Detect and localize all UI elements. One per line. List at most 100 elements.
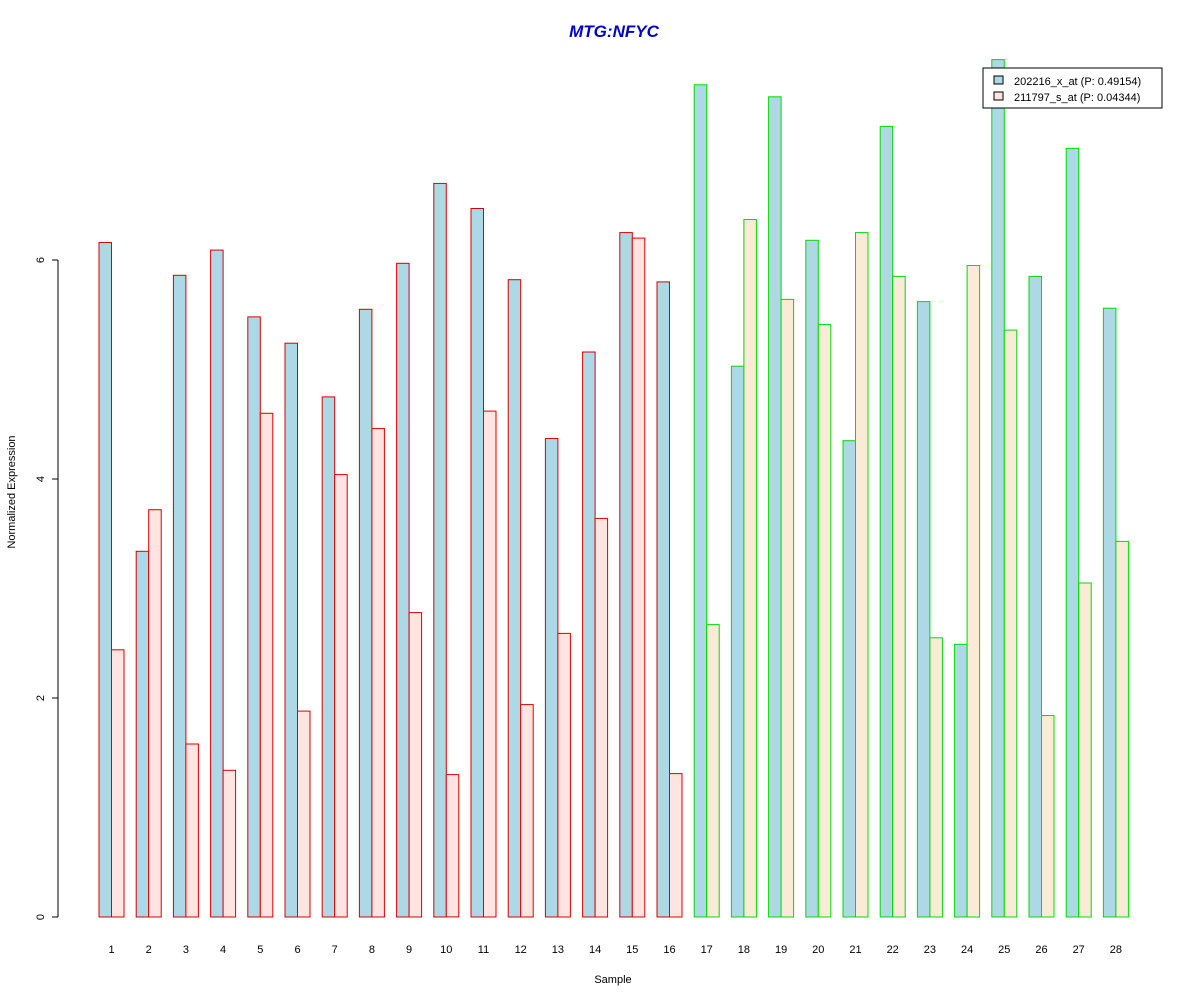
x-tick-label: 4 — [220, 944, 226, 956]
bar-series-2-sample-17 — [706, 624, 720, 918]
bar-series-2-sample-1 — [111, 649, 125, 918]
x-axis: 1 2 3 4 5 6 7 8 9 10 11 12 13 14 15 16 17 18 19 20 21 22 23 24 2… — [108, 944, 1122, 956]
bar-series-2-sample-24 — [966, 265, 981, 918]
bar-series-2-sample-7 — [334, 474, 348, 918]
bar-series-1-sample-21 — [842, 440, 856, 918]
bar-series-1-sample-23 — [916, 301, 931, 918]
x-tick-label: 12 — [515, 944, 527, 956]
x-tick-label: 8 — [369, 944, 375, 956]
bar-series-1-sample-6 — [284, 342, 298, 918]
x-tick-label: 3 — [183, 944, 189, 956]
bar-series-2-sample-25 — [1003, 329, 1018, 918]
x-tick-label: 2 — [146, 944, 152, 956]
x-tick-label: 19 — [775, 944, 787, 956]
x-tick-label: 21 — [849, 944, 861, 956]
y-tick-label: 4 — [35, 476, 47, 482]
bar-series-2-sample-14 — [594, 517, 609, 918]
bar-series-1-sample-28 — [1102, 307, 1117, 918]
bar-series-2-sample-9 — [408, 612, 423, 918]
bar-series-2-sample-2 — [148, 509, 162, 918]
bar-series-2-sample-16 — [669, 773, 683, 918]
x-tick-label: 18 — [738, 944, 750, 956]
bar-series-2-sample-21 — [855, 232, 869, 918]
bar-series-1-sample-10 — [433, 182, 447, 918]
x-tick-label: 9 — [406, 944, 412, 956]
bars-group — [98, 59, 1129, 918]
x-tick-label: 28 — [1110, 944, 1122, 956]
bar-series-1-sample-20 — [805, 239, 819, 918]
bar-series-1-sample-4 — [210, 249, 224, 918]
legend-entry-series-1: 202216_x_at (P: 0.49154) — [1014, 76, 1141, 88]
x-tick-label: 11 — [478, 944, 489, 956]
bar-series-1-sample-24 — [954, 643, 968, 918]
bar-series-1-sample-7 — [321, 396, 336, 918]
bar-series-1-sample-18 — [730, 365, 745, 918]
y-tick-label: 6 — [35, 257, 47, 263]
chart-title: MTG:NFYC — [569, 22, 659, 41]
x-tick-label: 10 — [440, 944, 452, 956]
x-tick-label: 15 — [626, 944, 638, 956]
x-tick-label: 20 — [812, 944, 824, 956]
x-tick-label: 6 — [294, 944, 300, 956]
bar-series-2-sample-22 — [892, 275, 906, 918]
bar-series-2-sample-23 — [929, 637, 943, 918]
bar-series-2-sample-6 — [297, 710, 311, 918]
legend-box — [982, 67, 1163, 109]
bar-series-2-sample-3 — [185, 743, 199, 918]
bar-series-1-sample-22 — [879, 125, 894, 918]
x-tick-label: 27 — [1073, 944, 1085, 956]
x-tick-label: 22 — [887, 944, 899, 956]
x-tick-label: 26 — [1035, 944, 1047, 956]
x-tick-label: 24 — [961, 944, 973, 956]
legend-entry-series-2: 211797_s_at (P: 0.04344) — [1014, 92, 1140, 104]
bar-series-1-sample-14 — [582, 351, 596, 918]
bar-series-1-sample-17 — [693, 84, 708, 918]
bar-series-1-sample-15 — [619, 232, 633, 918]
x-tick-label: 14 — [589, 944, 601, 956]
legend-swatch-series-2 — [993, 91, 1004, 101]
x-tick-label: 23 — [924, 944, 936, 956]
bar-series-2-sample-13 — [557, 632, 571, 918]
y-tick-label: 0 — [35, 914, 47, 920]
x-axis-label: Sample — [594, 974, 631, 986]
x-tick-label: 1 — [108, 944, 114, 956]
legend: 202216_x_at (P: 0.49154) 211797_s_at (P:… — [982, 67, 1163, 109]
bar-series-1-sample-5 — [247, 316, 261, 918]
x-tick-label: 25 — [998, 944, 1010, 956]
bar-series-2-sample-27 — [1078, 582, 1092, 918]
bar-series-2-sample-10 — [445, 774, 460, 918]
bar-series-2-sample-4 — [222, 769, 237, 918]
bar-series-2-sample-8 — [371, 428, 385, 918]
bar-series-1-sample-26 — [1028, 275, 1042, 918]
bar-series-1-sample-9 — [396, 262, 410, 918]
bar-series-1-sample-1 — [98, 242, 112, 918]
x-tick-label: 16 — [663, 944, 675, 956]
bar-series-2-sample-11 — [483, 410, 497, 918]
bar-series-1-sample-11 — [470, 208, 484, 918]
x-tick-label: 13 — [552, 944, 564, 956]
y-tick-label: 2 — [35, 695, 47, 701]
y-axis: 0 2 4 6 — [35, 257, 59, 920]
bar-series-2-sample-19 — [780, 298, 795, 918]
bar-series-2-sample-15 — [631, 237, 646, 918]
bar-series-1-sample-27 — [1065, 147, 1080, 918]
bar-series-1-sample-3 — [172, 274, 187, 918]
bar-series-1-sample-25 — [991, 59, 1005, 918]
bar-series-1-sample-16 — [656, 281, 670, 918]
y-axis-label: Normalized Expression — [6, 435, 18, 548]
bar-series-1-sample-2 — [135, 550, 150, 918]
bar-series-2-sample-26 — [1041, 715, 1055, 918]
legend-swatch-series-1 — [993, 75, 1004, 85]
bar-series-2-sample-18 — [743, 219, 757, 918]
bar-series-2-sample-12 — [520, 704, 534, 918]
x-tick-label: 7 — [332, 944, 338, 956]
bar-series-1-sample-8 — [358, 308, 373, 918]
bar-series-2-sample-5 — [259, 412, 274, 918]
x-tick-label: 17 — [701, 944, 713, 956]
bar-series-1-sample-12 — [507, 279, 522, 918]
bar-series-2-sample-20 — [817, 324, 832, 918]
bar-series-1-sample-13 — [544, 438, 559, 918]
bar-series-2-sample-28 — [1115, 540, 1129, 918]
x-tick-label: 5 — [257, 944, 263, 956]
